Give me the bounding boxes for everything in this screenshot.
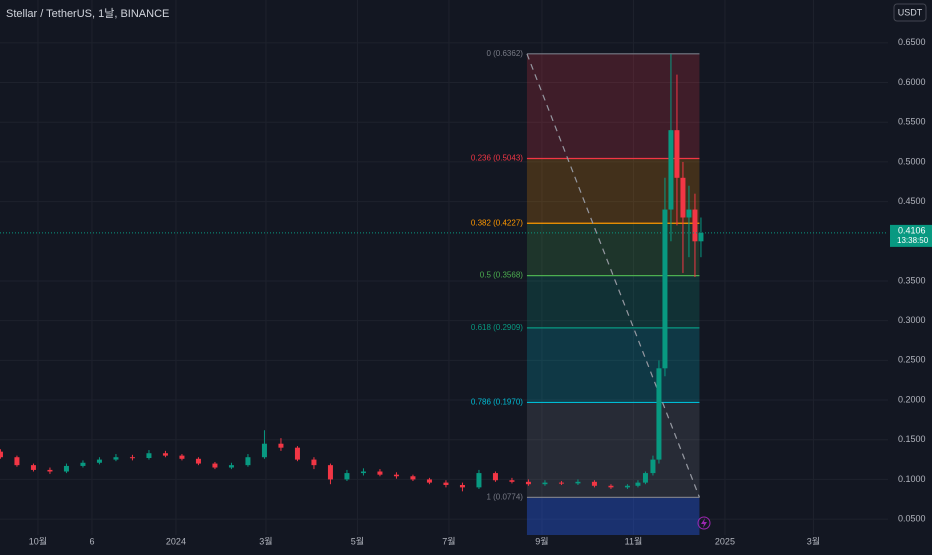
fib-zone (526, 497, 700, 535)
candle-body (228, 465, 234, 468)
fib-label: 0.5 (0.3568) (480, 271, 523, 280)
candle-body (96, 459, 102, 463)
candle-body (377, 471, 383, 475)
candle-body (179, 455, 185, 459)
candle-body (608, 485, 614, 488)
fib-label: 0.618 (0.2909) (471, 323, 523, 332)
y-tick-label: 0.0500 (898, 513, 926, 523)
candle-body (327, 465, 333, 480)
candle-body (162, 453, 168, 456)
candle-body (63, 465, 69, 472)
fib-zone (526, 327, 700, 403)
alert-icon-bolt (701, 518, 707, 528)
candle-body (558, 482, 564, 484)
price-tag-countdown: 13:38:50 (897, 236, 929, 245)
candle-body (393, 474, 399, 477)
candle-body (698, 232, 704, 242)
fib-zone (526, 275, 700, 328)
fib-label: 0.236 (0.5043) (471, 154, 523, 163)
candle-body (360, 471, 366, 474)
candle-body (686, 209, 692, 218)
fib-zone (526, 158, 700, 224)
candle-body (650, 459, 656, 474)
x-tick-label: 3월 (807, 535, 820, 546)
price-tag (890, 224, 932, 247)
candle-body (30, 465, 36, 470)
x-tick-label: 2025 (715, 536, 735, 546)
candle-body (662, 209, 668, 369)
candle-body (80, 462, 86, 466)
candle-body (47, 469, 53, 472)
candle-body (575, 481, 581, 484)
fib-trend (526, 53, 701, 498)
candle-body (129, 457, 135, 459)
candle-body (311, 459, 317, 466)
y-tick-label: 0.1000 (898, 474, 926, 484)
y-tick-label: 0.6000 (898, 77, 926, 87)
candle-body (591, 481, 597, 486)
plot (0, 0, 888, 535)
candle-body (344, 473, 350, 480)
y-tick-label: 0.5500 (898, 117, 926, 127)
y-tick-label: 0.2500 (898, 355, 926, 365)
fib-label: 0 (0.6362) (486, 49, 523, 58)
currency-label[interactable]: USDT (898, 7, 923, 17)
alert-icon (697, 516, 711, 530)
candle-body (674, 130, 680, 178)
candle-body (146, 453, 152, 459)
fib-label: 0.382 (0.4227) (471, 218, 523, 227)
candle-body (14, 457, 20, 466)
candle-body (656, 368, 662, 460)
candle-body (680, 177, 686, 218)
candle-body (212, 463, 218, 468)
fib-label: 0.786 (0.1970) (471, 398, 523, 407)
x-tick-label: 7월 (442, 535, 455, 546)
candle-body (459, 484, 465, 488)
candle-body (0, 451, 3, 458)
x-tick-label: 3월 (259, 535, 272, 546)
candle-body (642, 473, 648, 483)
candle-body (509, 480, 515, 482)
x-tick-label: 2024 (166, 536, 186, 546)
candle-body (624, 485, 630, 488)
candle-body (525, 481, 531, 485)
y-tick-label: 0.3500 (898, 275, 926, 285)
candle-body (692, 209, 698, 242)
candle-body (261, 443, 267, 458)
y-tick-label: 0.6500 (898, 37, 926, 47)
x-tick-label: 10월 (29, 535, 47, 546)
candle-body (113, 457, 119, 460)
candle-body (278, 443, 284, 448)
fib-zone (526, 223, 700, 276)
candle-body (635, 482, 641, 486)
y-tick-label: 0.2000 (898, 394, 926, 404)
candle-body (410, 476, 416, 480)
y-tick-label: 0.3000 (898, 315, 926, 325)
fib-zone (526, 402, 700, 498)
chart-title: Stellar / TetherUS, 1날, BINANCE (6, 7, 169, 20)
candle-body (542, 482, 548, 485)
y-tick-label: 0.4500 (898, 196, 926, 206)
x-tick-label: 9월 (535, 535, 548, 546)
candle-body (426, 479, 432, 483)
candle-body (195, 458, 201, 464)
x-tick-label: 11월 (625, 535, 643, 546)
candle-body (476, 473, 482, 488)
candle-body (443, 482, 449, 485)
x-tick-label: 6 (89, 536, 94, 546)
y-tick-label: 0.1500 (898, 434, 926, 444)
fib-zone (526, 53, 700, 159)
candle-body (668, 130, 674, 210)
currency-button[interactable] (893, 3, 927, 22)
fib-label: 1 (0.0774) (486, 492, 523, 501)
candle-body (492, 473, 498, 481)
y-tick-label: 0.5000 (898, 156, 926, 166)
price-tag-label: 0.4106 (898, 225, 926, 235)
x-tick-label: 5월 (351, 535, 364, 546)
candle-body (294, 447, 300, 460)
candle-body (245, 457, 251, 466)
